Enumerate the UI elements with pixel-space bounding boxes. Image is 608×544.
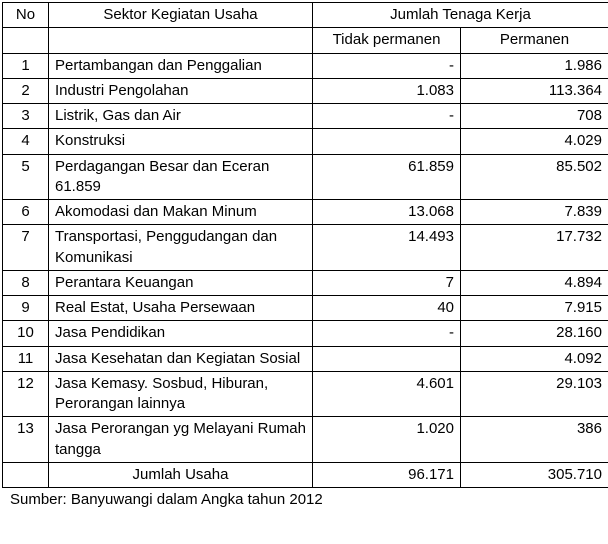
table-row: 10 Jasa Pendidikan - 28.160 <box>3 321 608 346</box>
table-row: 11 Jasa Kesehatan dan Kegiatan Sosial 4.… <box>3 346 608 371</box>
cell-temp: 1.020 <box>313 417 461 463</box>
total-blank <box>3 462 49 487</box>
cell-no: 8 <box>3 270 49 295</box>
header-temp: Tidak permanen <box>313 28 461 53</box>
cell-no: 7 <box>3 225 49 271</box>
table-row: 1 Pertambangan dan Penggalian - 1.986 <box>3 53 608 78</box>
table-body: 1 Pertambangan dan Penggalian - 1.986 2 … <box>3 53 608 488</box>
cell-no: 5 <box>3 154 49 200</box>
cell-no: 12 <box>3 371 49 417</box>
cell-temp: 40 <box>313 296 461 321</box>
cell-temp: 7 <box>313 270 461 295</box>
cell-perm: 386 <box>461 417 608 463</box>
cell-no: 11 <box>3 346 49 371</box>
cell-temp: 14.493 <box>313 225 461 271</box>
cell-temp <box>313 129 461 154</box>
header-blank-no <box>3 28 49 53</box>
source-note: Sumber: Banyuwangi dalam Angka tahun 201… <box>2 488 606 508</box>
header-row-1: No Sektor Kegiatan Usaha Jumlah Tenaga K… <box>3 3 608 28</box>
cell-perm: 29.103 <box>461 371 608 417</box>
cell-temp: 4.601 <box>313 371 461 417</box>
workforce-table: No Sektor Kegiatan Usaha Jumlah Tenaga K… <box>2 2 608 488</box>
cell-perm: 708 <box>461 104 608 129</box>
table-row: 12 Jasa Kemasy. Sosbud, Hiburan, Peroran… <box>3 371 608 417</box>
total-perm: 305.710 <box>461 462 608 487</box>
cell-perm: 4.092 <box>461 346 608 371</box>
cell-sector: Transportasi, Penggudangan dan Komunikas… <box>49 225 313 271</box>
total-row: Jumlah Usaha 96.171 305.710 <box>3 462 608 487</box>
cell-perm: 17.732 <box>461 225 608 271</box>
table-row: 4 Konstruksi 4.029 <box>3 129 608 154</box>
header-workforce: Jumlah Tenaga Kerja <box>313 3 608 28</box>
cell-no: 9 <box>3 296 49 321</box>
cell-no: 2 <box>3 78 49 103</box>
header-row-2: Tidak permanen Permanen <box>3 28 608 53</box>
cell-sector: Akomodasi dan Makan Minum <box>49 200 313 225</box>
cell-perm: 4.894 <box>461 270 608 295</box>
table-row: 7 Transportasi, Penggudangan dan Komunik… <box>3 225 608 271</box>
cell-perm: 85.502 <box>461 154 608 200</box>
cell-temp: 61.859 <box>313 154 461 200</box>
table-row: 6 Akomodasi dan Makan Minum 13.068 7.839 <box>3 200 608 225</box>
cell-sector: Listrik, Gas dan Air <box>49 104 313 129</box>
cell-sector: Jasa Pendidikan <box>49 321 313 346</box>
table-row: 2 Industri Pengolahan 1.083 113.364 <box>3 78 608 103</box>
cell-perm: 28.160 <box>461 321 608 346</box>
cell-perm: 7.915 <box>461 296 608 321</box>
cell-sector: Real Estat, Usaha Persewaan <box>49 296 313 321</box>
table-row: 13 Jasa Perorangan yg Melayani Rumah tan… <box>3 417 608 463</box>
table-row: 5 Perdagangan Besar dan Eceran 61.859 61… <box>3 154 608 200</box>
cell-sector: Jasa Perorangan yg Melayani Rumah tangga <box>49 417 313 463</box>
header-sector: Sektor Kegiatan Usaha <box>49 3 313 28</box>
total-temp: 96.171 <box>313 462 461 487</box>
cell-temp <box>313 346 461 371</box>
table-row: 8 Perantara Keuangan 7 4.894 <box>3 270 608 295</box>
cell-sector: Perdagangan Besar dan Eceran 61.859 <box>49 154 313 200</box>
cell-temp: - <box>313 104 461 129</box>
cell-sector: Jasa Kesehatan dan Kegiatan Sosial <box>49 346 313 371</box>
cell-sector: Perantara Keuangan <box>49 270 313 295</box>
cell-sector: Jasa Kemasy. Sosbud, Hiburan, Perorangan… <box>49 371 313 417</box>
cell-no: 3 <box>3 104 49 129</box>
cell-perm: 4.029 <box>461 129 608 154</box>
cell-sector: Pertambangan dan Penggalian <box>49 53 313 78</box>
cell-no: 1 <box>3 53 49 78</box>
header-no: No <box>3 3 49 28</box>
total-label: Jumlah Usaha <box>49 462 313 487</box>
table-row: 9 Real Estat, Usaha Persewaan 40 7.915 <box>3 296 608 321</box>
cell-no: 4 <box>3 129 49 154</box>
cell-temp: - <box>313 53 461 78</box>
cell-no: 10 <box>3 321 49 346</box>
table-row: 3 Listrik, Gas dan Air - 708 <box>3 104 608 129</box>
cell-no: 6 <box>3 200 49 225</box>
cell-sector: Industri Pengolahan <box>49 78 313 103</box>
cell-perm: 1.986 <box>461 53 608 78</box>
header-blank-sector <box>49 28 313 53</box>
cell-no: 13 <box>3 417 49 463</box>
cell-perm: 113.364 <box>461 78 608 103</box>
header-perm: Permanen <box>461 28 608 53</box>
cell-sector: Konstruksi <box>49 129 313 154</box>
cell-temp: 1.083 <box>313 78 461 103</box>
cell-temp: - <box>313 321 461 346</box>
cell-temp: 13.068 <box>313 200 461 225</box>
cell-perm: 7.839 <box>461 200 608 225</box>
